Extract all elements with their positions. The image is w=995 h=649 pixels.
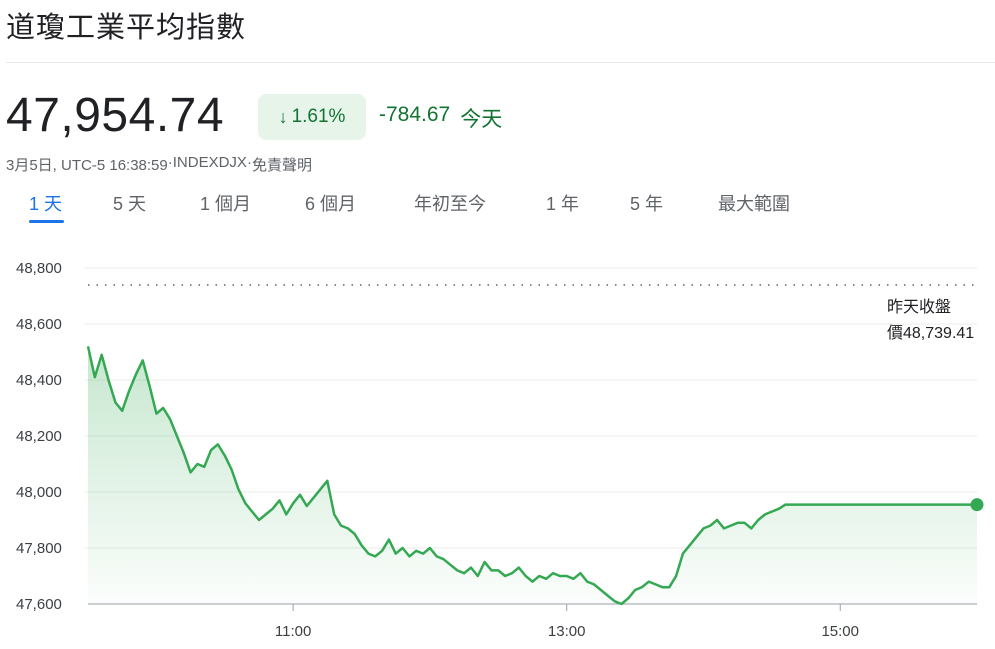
tab-5-year[interactable]: 5 年	[630, 194, 664, 214]
meta-separator-2: ·	[246, 154, 252, 171]
active-tab-indicator	[29, 220, 64, 223]
range-tabs: 1 天 5 天 1 個月 6 個月 年初至今 1 年 5 年 最大範圍	[0, 190, 995, 226]
quote-meta: 3月5日, UTC-5 16:38:59 · INDEXDJX · 免責聲明	[6, 154, 312, 175]
tab-6-month[interactable]: 6 個月	[305, 194, 357, 214]
timestamp: 3月5日, UTC-5 16:38:59	[6, 157, 168, 174]
price-line	[86, 346, 977, 606]
price-area	[88, 346, 977, 604]
period-label: 今天	[460, 108, 503, 131]
absolute-change: -784.67	[379, 103, 451, 126]
tab-max[interactable]: 最大範圍	[718, 194, 790, 214]
y-tick-label: 48,400	[16, 372, 62, 389]
disclaimer-link[interactable]: 免責聲明	[251, 157, 312, 174]
previous-close-value: 價48,739.41	[887, 324, 974, 342]
x-tick-label: 15:00	[821, 623, 859, 640]
tab-1-year[interactable]: 1 年	[546, 194, 580, 214]
current-price: 47,954.74	[6, 89, 225, 142]
y-tick-label: 48,800	[16, 260, 62, 277]
title-divider	[6, 62, 995, 63]
y-tick-label: 48,000	[16, 484, 62, 501]
down-arrow-icon: ↓	[278, 106, 288, 127]
tab-1-day[interactable]: 1 天	[29, 194, 63, 214]
percent-change-badge: ↓ 1.61%	[258, 94, 366, 140]
x-tick-label: 13:00	[548, 623, 586, 640]
y-tick-label: 47,600	[16, 596, 62, 613]
previous-close-label: 昨天收盤	[887, 298, 951, 316]
tab-ytd[interactable]: 年初至今	[414, 194, 486, 214]
meta-separator: ·	[167, 154, 173, 171]
y-tick-label: 47,800	[16, 540, 62, 557]
y-tick-label: 48,200	[16, 428, 62, 445]
change-group: -784.67 今天	[379, 103, 502, 133]
page-title: 道瓊工業平均指數	[6, 10, 247, 44]
exchange-code: INDEXDJX	[172, 154, 247, 171]
percent-change: 1.61%	[291, 106, 346, 127]
last-price-marker	[970, 498, 984, 512]
tab-1-month[interactable]: 1 個月	[200, 194, 252, 214]
y-tick-label: 48,600	[16, 316, 62, 333]
tab-5-day[interactable]: 5 天	[113, 194, 147, 214]
x-tick-label: 11:00	[275, 623, 311, 640]
